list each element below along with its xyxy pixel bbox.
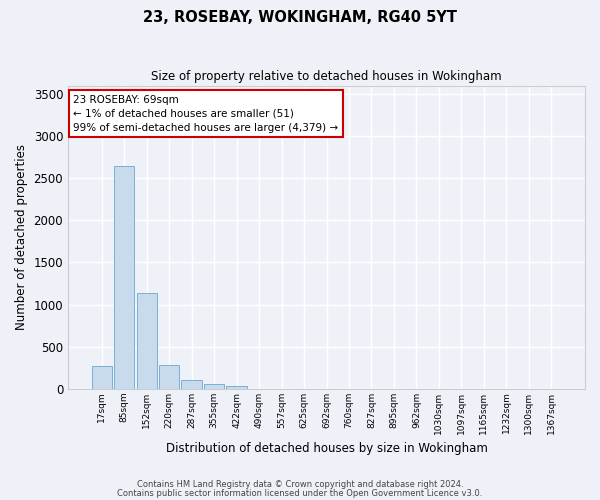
Text: Contains public sector information licensed under the Open Government Licence v3: Contains public sector information licen…	[118, 488, 482, 498]
Bar	[181, 380, 202, 389]
Bar	[226, 386, 247, 389]
Title: Size of property relative to detached houses in Wokingham: Size of property relative to detached ho…	[151, 70, 502, 83]
Bar	[159, 365, 179, 389]
Bar	[137, 292, 157, 389]
X-axis label: Distribution of detached houses by size in Wokingham: Distribution of detached houses by size …	[166, 442, 487, 455]
Text: 23 ROSEBAY: 69sqm
← 1% of detached houses are smaller (51)
99% of semi-detached : 23 ROSEBAY: 69sqm ← 1% of detached house…	[73, 94, 338, 132]
Bar	[92, 366, 112, 389]
Text: Contains HM Land Registry data © Crown copyright and database right 2024.: Contains HM Land Registry data © Crown c…	[137, 480, 463, 489]
Bar	[114, 166, 134, 389]
Bar	[204, 384, 224, 389]
Y-axis label: Number of detached properties: Number of detached properties	[15, 144, 28, 330]
Text: 23, ROSEBAY, WOKINGHAM, RG40 5YT: 23, ROSEBAY, WOKINGHAM, RG40 5YT	[143, 10, 457, 25]
